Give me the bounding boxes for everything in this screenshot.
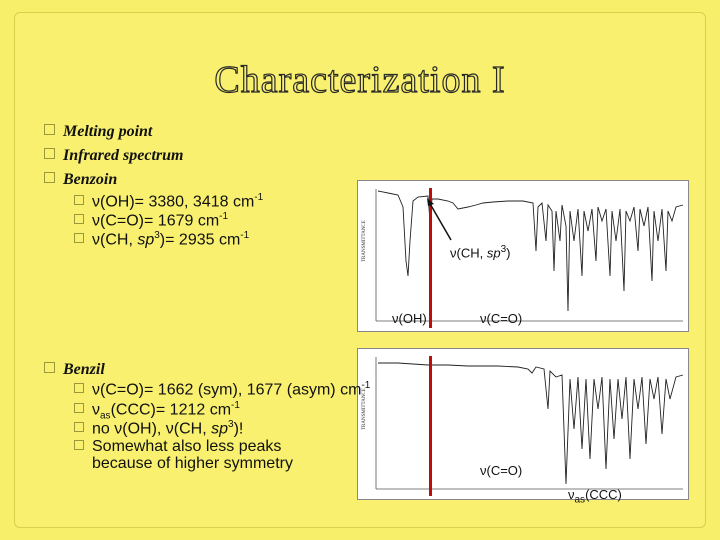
bullet-box-icon	[44, 124, 55, 135]
bullet-box-icon	[44, 362, 55, 373]
benzil-spectrum-plot: TRANSMITTANCE	[362, 357, 684, 490]
bullet-box-icon	[74, 383, 84, 394]
benzoin-co: ν(C=O)= 1679 cm-1	[74, 211, 228, 230]
benzil-ccc: νas(CCC)= 1212 cm-1	[74, 400, 240, 422]
benzil-co-marker	[429, 356, 432, 496]
benzoin-ch: ν(CH, sp3)= 2935 cm-1	[74, 230, 249, 249]
bullet-box-icon	[44, 148, 55, 159]
benzoin-spectrum-plot: TRANSMITTANCE	[362, 189, 684, 322]
bullet-benzil: Benzil	[44, 361, 105, 379]
bullet-box-icon	[74, 195, 84, 206]
annotation-co-top: ν(C=O)	[480, 311, 523, 326]
bullet-box-icon	[74, 403, 84, 414]
bullet-benzoin: Benzoin	[44, 171, 117, 189]
annotation-ccc: νas(CCC)	[568, 487, 622, 506]
bullet-infrared-spectrum: Infrared spectrum	[44, 147, 183, 165]
bullet-box-icon	[74, 440, 84, 450]
benzil-co: ν(C=O)= 1662 (sym), 1677 (asym) cm-1	[74, 380, 370, 399]
bullet-box-icon	[74, 214, 84, 225]
svg-text:TRANSMITTANCE: TRANSMITTANCE	[362, 220, 367, 262]
benzil-ir-spectrum: TRANSMITTANCE	[357, 348, 689, 500]
annotation-co-bottom: ν(C=O)	[480, 463, 523, 478]
benzoin-co-marker	[429, 188, 432, 328]
benzoin-ir-spectrum: TRANSMITTANCE	[357, 180, 689, 332]
benzil-symmetry-note: Somewhat also less peaks	[74, 438, 281, 456]
bullet-box-icon	[44, 172, 55, 183]
bullet-box-icon	[74, 422, 84, 433]
bullet-box-icon	[74, 233, 84, 244]
svg-text:TRANSMITTANCE: TRANSMITTANCE	[362, 388, 367, 430]
benzil-no-oh-ch: no ν(OH), ν(CH, sp3)!	[74, 419, 243, 438]
slide-title: Characterization I	[214, 58, 506, 101]
annotation-oh: ν(OH)	[392, 311, 427, 326]
ch-sp3-arrow-icon	[427, 198, 452, 241]
bullet-melting-point: Melting point	[44, 123, 152, 141]
benzoin-oh: ν(OH)= 3380, 3418 cm-1	[74, 192, 263, 211]
benzil-symmetry-note-cont: because of higher symmetry	[92, 455, 293, 472]
annotation-ch-sp3: ν(CH, sp3)	[450, 244, 511, 261]
